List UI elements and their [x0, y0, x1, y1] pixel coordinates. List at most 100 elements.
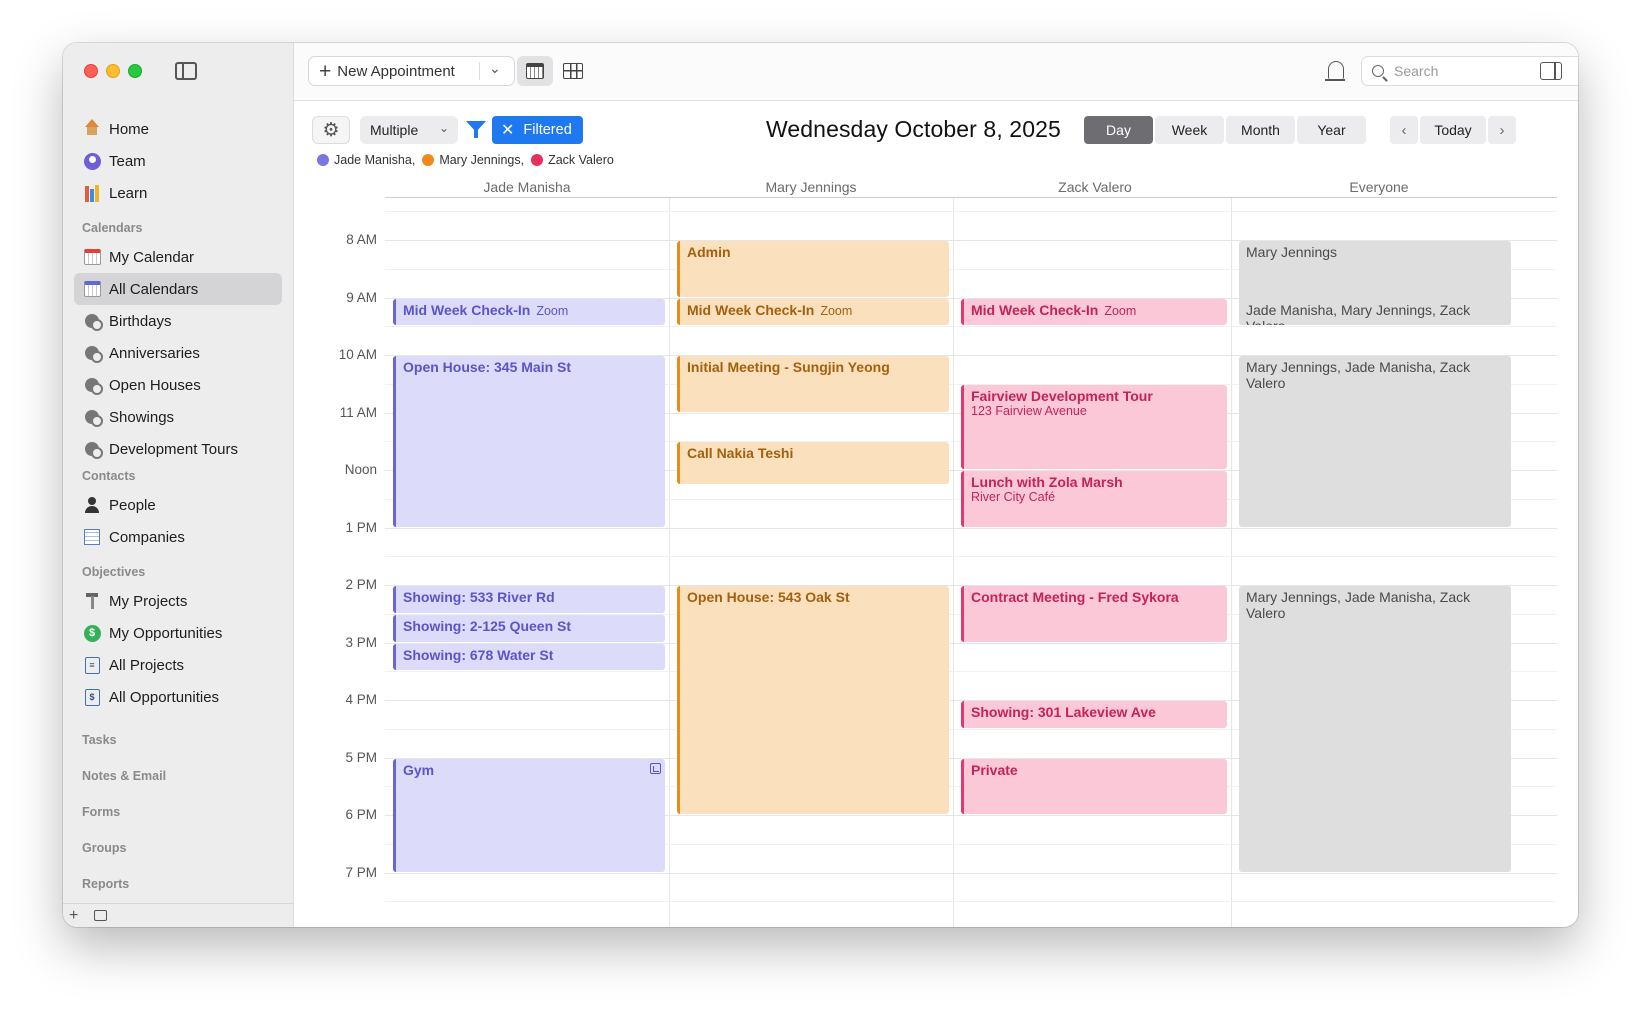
section-tasks[interactable]: Tasks — [82, 733, 117, 747]
calendar-event[interactable]: Jade Manisha, Mary Jennings, Zack Valero — [1239, 298, 1511, 326]
calendar-event[interactable]: Gym — [393, 758, 665, 872]
mini-calendar-icon[interactable] — [94, 910, 108, 921]
bell-icon[interactable] — [1325, 61, 1345, 81]
zoom-window-button[interactable] — [128, 64, 142, 78]
sidebar-item-all-calendars[interactable]: All Calendars — [74, 273, 282, 305]
clear-filter-button[interactable]: ✕ Filtered — [492, 116, 583, 144]
sidebar-item-people[interactable]: People — [74, 489, 282, 521]
column-header-jade: Jade Manisha — [483, 179, 571, 195]
legend-item: Jade Manisha, — [317, 153, 415, 167]
calendar-event[interactable]: Open House: 345 Main St — [393, 356, 665, 527]
calendar-event[interactable]: Mid Week Check-In Zoom — [393, 298, 665, 326]
sidebar-item-my-opportunities[interactable]: $ My Opportunities — [74, 617, 282, 649]
tab-month[interactable]: Month — [1226, 116, 1295, 144]
event-title: Jade Manisha, Mary Jennings, Zack Valero — [1246, 301, 1471, 326]
gear-icon[interactable]: ⚙ — [312, 116, 350, 144]
event-title: Showing: 533 River Rd — [403, 589, 555, 606]
date-title: Wednesday October 8, 2025 — [766, 116, 1061, 142]
calendar-event[interactable]: Open House: 543 Oak St — [677, 586, 949, 815]
event-title: Open House: 345 Main St — [403, 359, 572, 376]
section-contacts: Contacts — [82, 469, 136, 483]
calendar-event[interactable]: Showing: 301 Lakeview Ave — [961, 701, 1227, 728]
event-title: Mary Jennings — [1246, 244, 1338, 261]
sidebar-item-open-houses[interactable]: Open Houses — [74, 369, 282, 401]
sidebar-item-birthdays[interactable]: Birthdays — [74, 305, 282, 337]
hour-line — [385, 240, 1557, 242]
legend-color-dot — [422, 154, 435, 166]
project-icon — [82, 592, 102, 610]
calendar-event[interactable]: Mid Week Check-In Zoom — [961, 298, 1227, 326]
calendar-event[interactable]: Showing: 678 Water St — [393, 643, 665, 671]
calendar-view-button[interactable] — [517, 56, 553, 86]
sidebar-item-team[interactable]: Team — [74, 145, 282, 177]
calendar-event[interactable]: Contract Meeting - Fred Sykora — [961, 586, 1227, 642]
sidebar-item-my-projects[interactable]: My Projects — [74, 585, 282, 617]
hour-line — [385, 700, 1557, 702]
sidebar-footer: + — [63, 903, 293, 927]
expand-icon[interactable] — [650, 762, 661, 774]
calendar-event[interactable]: Showing: 2-125 Queen St — [393, 614, 665, 642]
category-icon — [82, 440, 103, 459]
add-icon[interactable]: + — [69, 906, 79, 924]
hour-label: 10 AM — [338, 347, 377, 363]
inspector-toggle-icon[interactable] — [1540, 62, 1562, 80]
sidebar-item-label: Home — [109, 120, 150, 138]
hour-label: 1 PM — [345, 519, 377, 535]
calendar-event[interactable]: Mary Jennings, Jade Manisha, Zack Valero — [1239, 356, 1511, 527]
half-hour-line — [385, 556, 1557, 558]
sidebar-item-my-calendar[interactable]: My Calendar — [74, 241, 282, 273]
calendar-event[interactable]: Showing: 533 River Rd — [393, 586, 665, 613]
today-button[interactable]: Today — [1420, 116, 1486, 144]
column-header-zack: Zack Valero — [1058, 179, 1132, 195]
calendar-event[interactable]: Mid Week Check-In Zoom — [677, 298, 949, 326]
tab-day[interactable]: Day — [1084, 116, 1153, 144]
calendar-event[interactable]: Initial Meeting - Sungjin Yeong — [677, 356, 949, 412]
event-title: Private — [971, 761, 1018, 778]
sidebar-item-label: My Opportunities — [109, 624, 223, 642]
search-placeholder: Search — [1394, 63, 1439, 79]
sidebar-item-learn[interactable]: Learn — [74, 177, 282, 209]
section-groups[interactable]: Groups — [82, 841, 127, 855]
chevron-right-icon[interactable]: › — [1488, 116, 1516, 144]
sidebar-item-companies[interactable]: Companies — [74, 521, 282, 553]
calendar-event[interactable]: Call Nakia Teshi — [677, 442, 949, 484]
sidebar-item-label: My Projects — [109, 592, 188, 610]
building-icon — [82, 528, 102, 546]
hour-line — [385, 642, 1557, 644]
day-grid[interactable]: Admin Mary Jennings Mid Week Check-In Zoom M… — [385, 197, 1557, 927]
tab-year[interactable]: Year — [1297, 116, 1366, 144]
section-notes-email[interactable]: Notes & Email — [82, 769, 167, 783]
calendar-event[interactable]: Fairview Development Tour 123 Fairview Av… — [961, 384, 1227, 470]
search-input[interactable]: Search — [1361, 56, 1578, 86]
sidebar-item-all-projects[interactable]: ≡ All Projects — [74, 649, 282, 681]
legend-color-dot — [317, 154, 329, 166]
legend-label: Mary Jennings, — [439, 153, 525, 167]
sidebar-item-development-tours[interactable]: Development Tours — [74, 433, 282, 465]
sidebar-item-anniversaries[interactable]: Anniversaries — [74, 337, 282, 369]
sidebar-item-all-opportunities[interactable]: $ All Opportunities — [74, 681, 282, 713]
filter-icon[interactable] — [466, 120, 486, 140]
chevron-left-icon[interactable]: ‹ — [1390, 116, 1418, 144]
hour-label: 11 AM — [339, 404, 377, 420]
calendar-event[interactable]: Mary Jennings, Jade Manisha, Zack Valero — [1239, 586, 1511, 872]
calendar-event[interactable]: Admin — [677, 241, 949, 297]
sidebar-toggle-icon[interactable] — [175, 62, 197, 80]
section-forms[interactable]: Forms — [82, 805, 121, 819]
close-window-button[interactable] — [84, 64, 98, 78]
calendar-event[interactable]: Private — [961, 758, 1227, 815]
document-dollar-icon: $ — [82, 688, 102, 706]
sidebar-item-showings[interactable]: Showings — [74, 401, 282, 433]
table-view-button[interactable] — [555, 56, 591, 86]
new-appointment-button[interactable]: + New Appointment ⌄ — [308, 56, 515, 86]
chevron-down-icon[interactable]: ⌄ — [489, 60, 501, 76]
calendar-mode-select[interactable]: Multiple ⌄ — [360, 116, 458, 144]
section-reports[interactable]: Reports — [82, 877, 130, 891]
hour-label: 4 PM — [345, 692, 377, 708]
tab-week[interactable]: Week — [1155, 116, 1224, 144]
sidebar-item-home[interactable]: Home — [74, 113, 282, 145]
grid-top-border — [385, 197, 1557, 198]
category-icon — [82, 344, 103, 363]
sidebar-nav: Home Team Learn Calendars My Calendar Al… — [74, 113, 282, 897]
minimize-window-button[interactable] — [106, 64, 120, 78]
calendar-event[interactable]: Lunch with Zola Marsh River City Café — [961, 471, 1227, 527]
